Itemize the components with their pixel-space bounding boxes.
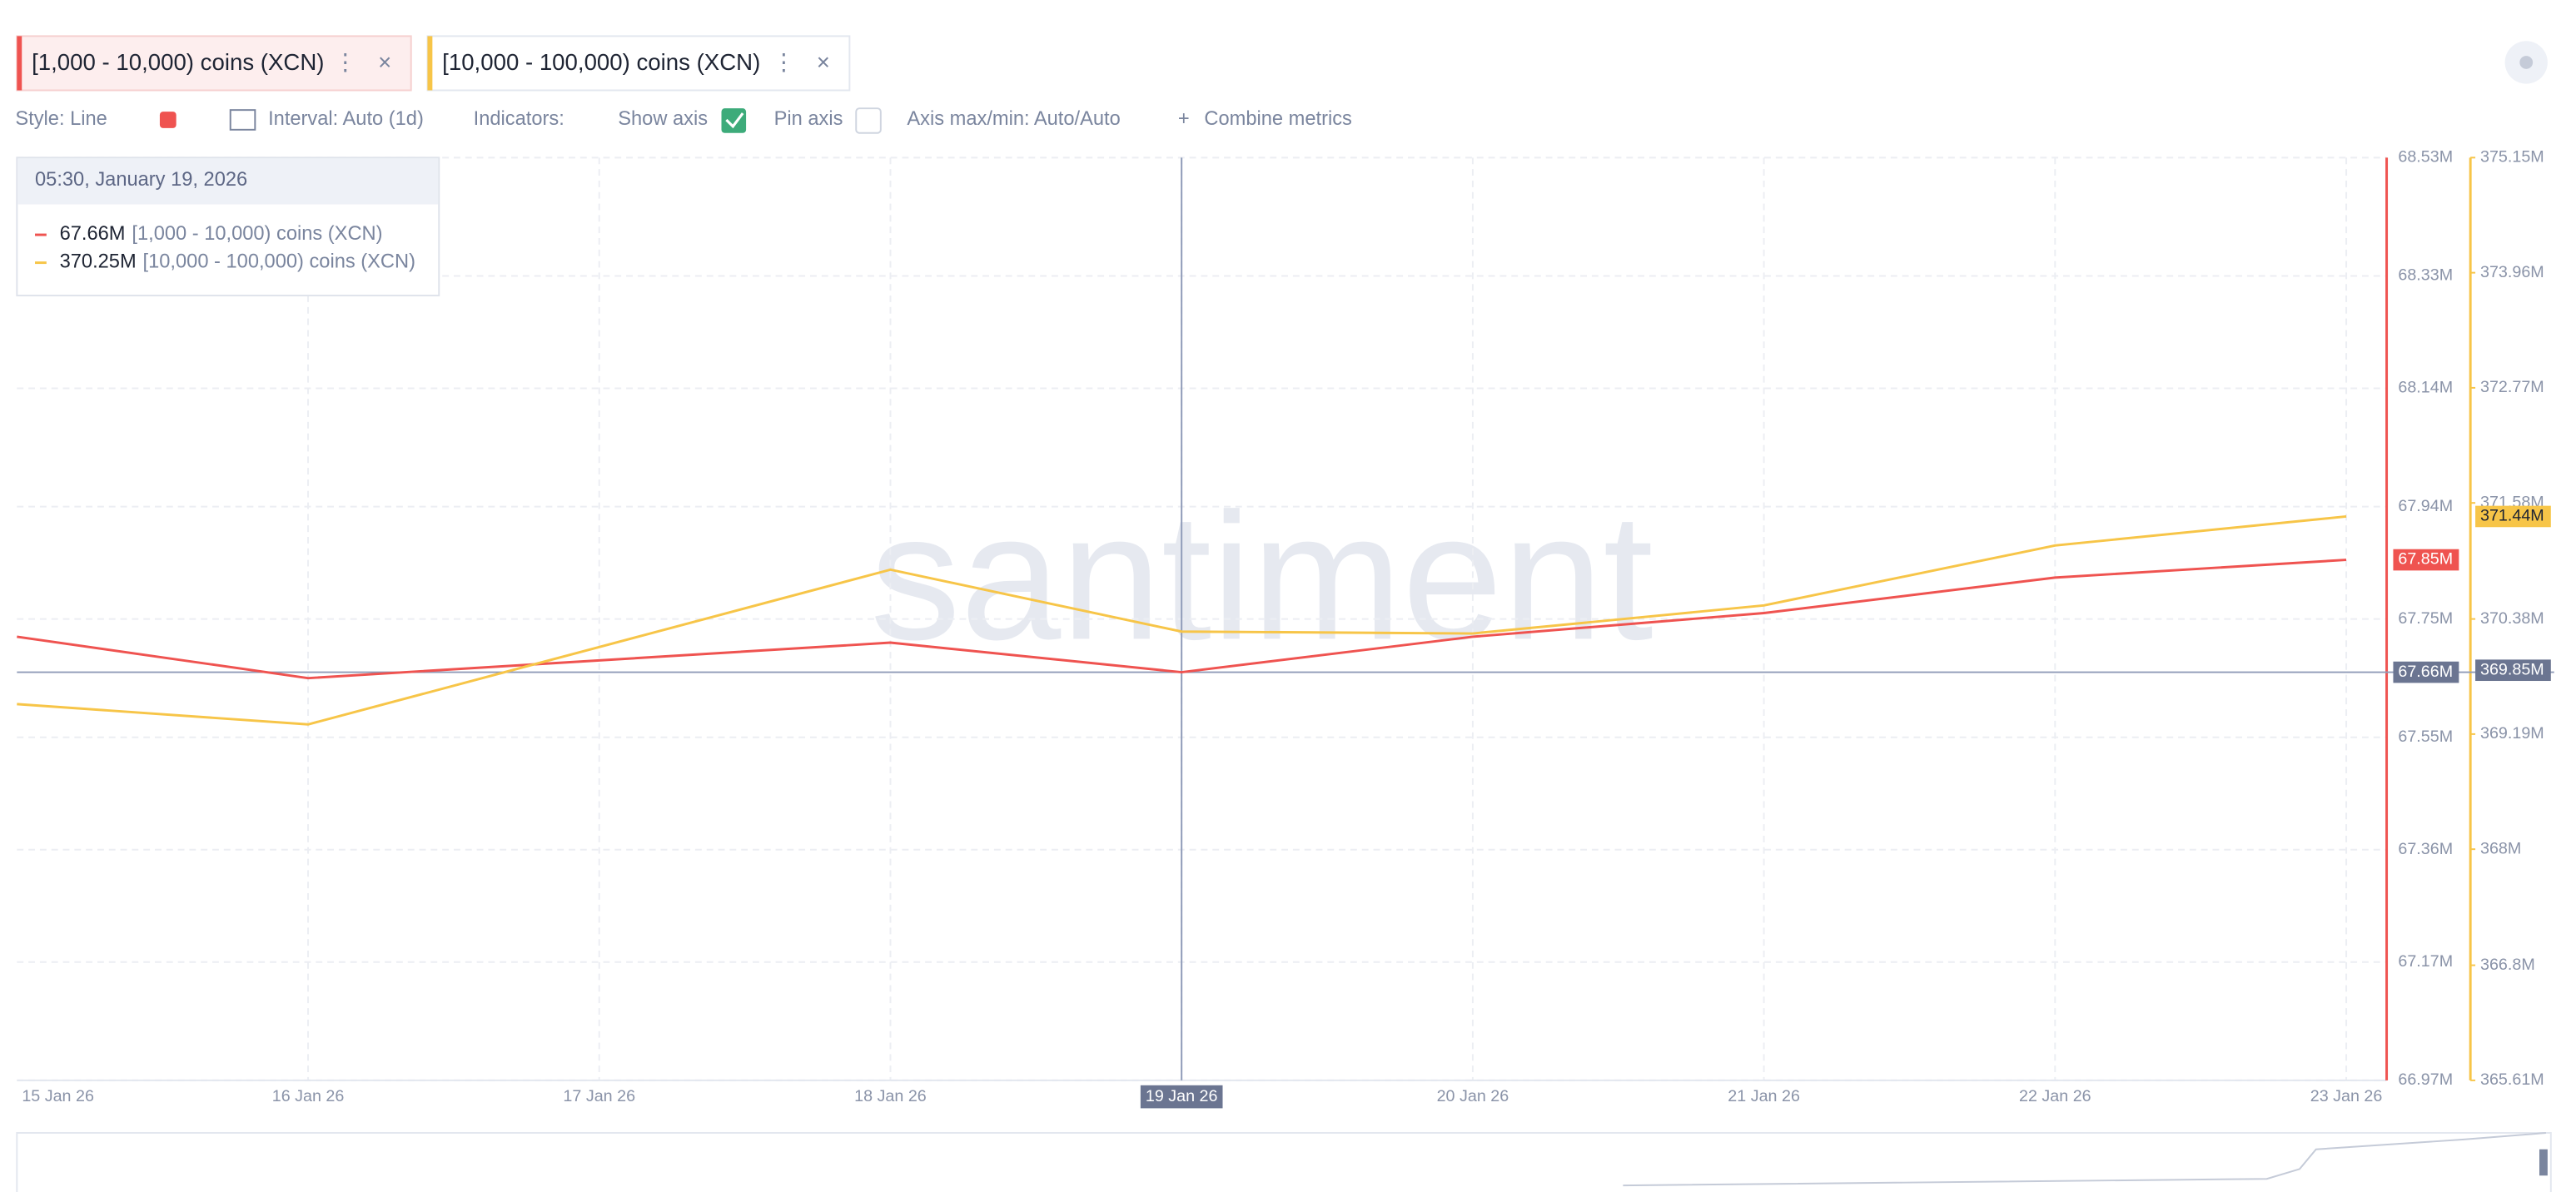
metric-tab[interactable]: [426, 35, 851, 92]
series-line: [17, 514, 2347, 726]
crosshair-y2-label: 369.85M: [2480, 660, 2544, 678]
pin-axis-checkbox[interactable]: [855, 107, 882, 134]
crosshair-y-label-bg: [2393, 661, 2459, 683]
interval-icon: [229, 109, 256, 131]
color-picker[interactable]: [159, 112, 177, 128]
y-tick-label: 68.53M: [2398, 148, 2453, 166]
crosshair-y-label: 67.66M: [2398, 663, 2453, 681]
tooltip-header: [17, 158, 439, 205]
x-tick-label: 19 Jan 26: [1146, 1087, 1218, 1105]
x-tick-label: 23 Jan 26: [2310, 1087, 2383, 1105]
plot: santiment 68.53M 68.33M 68.14M 67.94M 67.75M 6…: [16, 148, 2554, 1109]
y2-tick-label: 369.19M: [2480, 724, 2544, 743]
x-tick-label: 22 Jan 26: [2019, 1087, 2091, 1105]
metric-tab[interactable]: [16, 35, 412, 92]
show-axis-label: Show axis: [618, 108, 708, 130]
toggle-dot: [2519, 56, 2534, 69]
tab-accent: [17, 36, 22, 91]
last-value-label-bg: [2393, 549, 2459, 571]
y-tick-label: 66.97M: [2398, 1070, 2453, 1089]
x-label-highlight: [1140, 1085, 1223, 1109]
x-tick-label: 15 Jan 26: [22, 1087, 94, 1105]
y2-tick-label: 368M: [2480, 839, 2521, 857]
indicators-select[interactable]: Indicators:: [474, 108, 564, 130]
y2-tick-label: 370.38M: [2480, 609, 2544, 628]
x-tick-label: 21 Jan 26: [1728, 1087, 1800, 1105]
navigator-minimap: [1623, 1132, 2546, 1187]
tab-menu[interactable]: ⋮: [334, 49, 357, 75]
y2-tick-label: 372.77M: [2480, 378, 2544, 396]
tab-label: [1,000 - 10,000) coins (XCN): [32, 49, 324, 75]
combine-metrics[interactable]: Combine metrics: [1204, 108, 1351, 130]
show-axis-checkbox[interactable]: [721, 108, 747, 133]
y-tick-label: 67.36M: [2398, 840, 2453, 858]
tooltip-series-name: [1,000 - 10,000) coins (XCN): [132, 223, 382, 245]
navigator[interactable]: [16, 1132, 2552, 1192]
axis-minmax-select[interactable]: Axis max/min: Auto/Auto: [907, 108, 1120, 130]
x-tick-label: 17 Jan 26: [563, 1087, 635, 1105]
tab-accent: [427, 36, 433, 91]
interval-select[interactable]: Interval: Auto (1d): [268, 108, 424, 130]
y-tick-label: 67.17M: [2398, 952, 2453, 971]
last-value-label: 67.85M: [2398, 550, 2453, 569]
tooltip-title: 05:30, January 19, 2026: [35, 169, 247, 191]
y2-tick-label: 373.96M: [2480, 263, 2544, 281]
tooltip-item: 370.25M [10,000 - 100,000) coins (XCN): [60, 251, 415, 273]
tab-label: [10,000 - 100,000) coins (XCN): [442, 49, 760, 75]
y-tick-label: 68.14M: [2398, 379, 2453, 397]
tooltip-value: 370.25M: [60, 251, 137, 273]
x-tick-label: 20 Jan 26: [1437, 1087, 1509, 1105]
check-icon: [725, 112, 744, 129]
y-tick-label: 68.33M: [2398, 266, 2453, 285]
style-select[interactable]: Style: Line: [15, 108, 107, 130]
pin-axis-label: Pin axis: [774, 108, 843, 130]
tooltip-item: 67.66M [1,000 - 10,000) coins (XCN): [60, 223, 383, 245]
tab-close[interactable]: ×: [378, 49, 391, 75]
tooltip-value: 67.66M: [60, 223, 126, 245]
tooltip-series-name: [10,000 - 100,000) coins (XCN): [143, 251, 415, 273]
y2-tick-label: 366.8M: [2480, 956, 2535, 974]
y2-tick-label: 375.15M: [2480, 148, 2544, 166]
plus-icon: +: [1178, 108, 1190, 130]
series-line: [17, 559, 2347, 680]
y-tick-label: 67.94M: [2398, 497, 2453, 515]
crosshair-y2-label-bg: [2475, 659, 2551, 682]
navigator-handle[interactable]: [2539, 1149, 2548, 1176]
watermark: santiment: [870, 475, 1654, 677]
x-tick-label: 18 Jan 26: [854, 1087, 927, 1105]
last-value-label-bg: [2475, 505, 2551, 528]
y2-tick-label: 365.61M: [2480, 1070, 2544, 1089]
y-tick-label: 67.55M: [2398, 728, 2453, 746]
last-value-label: 371.44M: [2480, 507, 2544, 525]
y-tick-label: 67.75M: [2398, 609, 2453, 628]
x-tick-label: 16 Jan 26: [272, 1087, 345, 1105]
tab-menu[interactable]: ⋮: [773, 49, 796, 75]
tab-close[interactable]: ×: [817, 49, 830, 75]
